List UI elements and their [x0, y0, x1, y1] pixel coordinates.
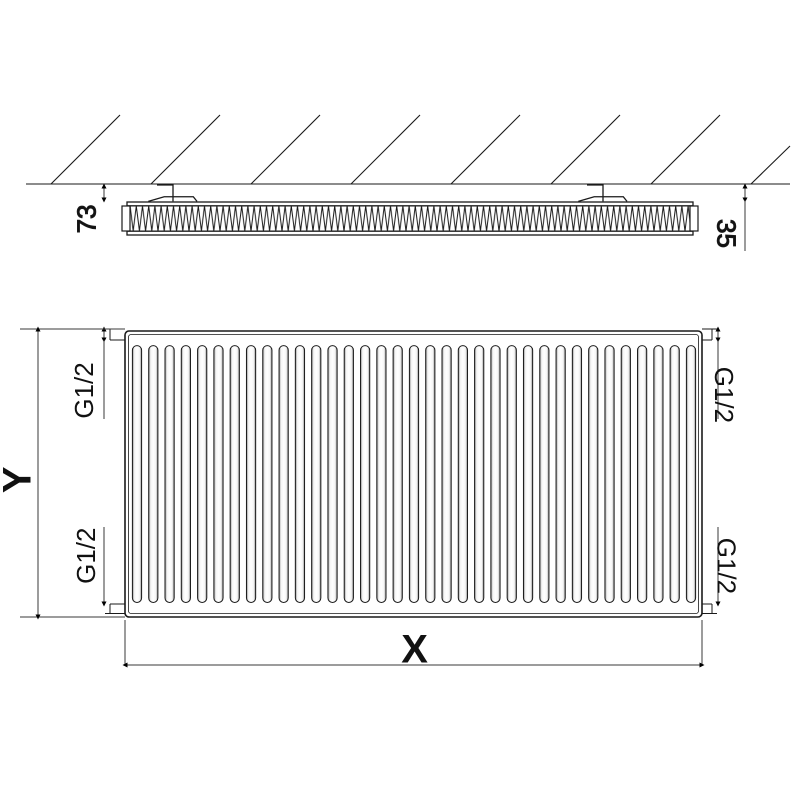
svg-text:73: 73	[72, 204, 102, 233]
svg-text:Y: Y	[0, 466, 40, 493]
svg-text:X: X	[401, 628, 428, 672]
svg-text:G1/2: G1/2	[709, 367, 739, 423]
svg-text:35: 35	[711, 219, 741, 248]
svg-text:G1/2: G1/2	[712, 538, 742, 594]
svg-text:G1/2: G1/2	[71, 528, 101, 584]
svg-text:G1/2: G1/2	[69, 362, 99, 418]
